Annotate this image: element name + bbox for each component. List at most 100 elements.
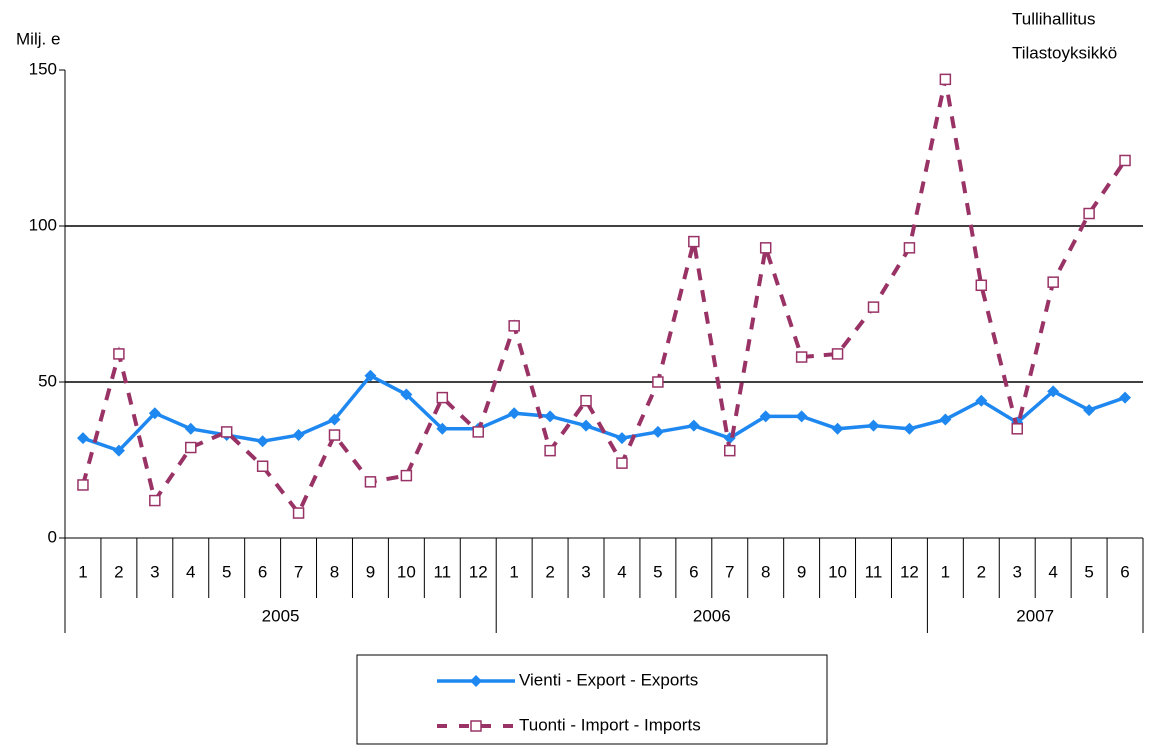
x-tick-label: 4 [617,562,626,581]
data-point [149,494,161,507]
x-tick-label: 3 [150,562,159,581]
data-point [400,469,413,482]
data-point [436,391,449,404]
group-label: 2005 [262,606,300,625]
y-tick-label: 100 [29,215,57,234]
x-tick-label: 8 [761,562,770,581]
data-point [939,413,952,426]
x-tick-label: 11 [865,562,883,581]
group-label: 2007 [1016,606,1054,625]
x-tick-label: 6 [1120,562,1129,581]
x-tick-label: 1 [78,562,87,581]
data-point [615,432,628,445]
source-line: Tullihallitus [1012,9,1095,28]
x-tick-label: 6 [689,562,698,581]
y-axis-label: Milj. e [16,29,60,48]
data-point [867,419,880,432]
data-point [328,429,341,441]
legend-label: Vienti - Export - Exports [519,670,698,689]
x-tick-label: 5 [1084,562,1093,581]
data-point [652,376,664,388]
data-point [184,422,197,435]
x-tick-label: 2 [114,562,123,581]
data-point [113,348,125,360]
data-point [903,422,916,435]
x-tick-label: 11 [433,562,451,581]
x-tick-label: 5 [222,562,231,581]
data-point [1083,404,1096,417]
data-point [1119,154,1131,167]
data-point [1047,276,1059,288]
source-line: Tilastoyksikkö [1012,43,1117,62]
x-tick-label: 12 [469,562,488,581]
data-point [903,242,916,254]
data-point [724,444,736,457]
data-point [328,413,341,426]
data-point [939,73,952,86]
legend-label: Tuonti - Import - Imports [519,715,701,734]
data-point [759,242,772,254]
data-point [544,444,556,457]
data-point [256,460,269,472]
data-point [544,410,557,423]
y-tick-label: 50 [38,371,57,390]
series-line [82,373,1126,453]
data-point [77,479,89,491]
x-tick-label: 3 [581,562,590,581]
x-tick-label: 4 [186,562,195,581]
x-tick-label: 10 [828,562,847,581]
x-tick-label: 6 [258,562,267,581]
x-tick-label: 7 [294,562,303,581]
data-point [508,407,521,420]
data-point [256,435,269,448]
x-tick-label: 10 [397,562,416,581]
x-tick-label: 1 [941,562,950,581]
data-point [185,441,197,454]
group-label: 2006 [693,606,731,625]
data-point [580,394,592,407]
data-point [220,426,233,438]
y-tick-label: 0 [48,527,57,546]
x-tick-label: 2 [545,562,554,581]
x-tick-label: 9 [797,562,806,581]
x-tick-label: 8 [330,562,339,581]
data-point [580,419,593,432]
data-point [831,348,844,360]
data-point [472,426,484,438]
x-tick-label: 2 [977,562,986,581]
data-point [975,279,988,292]
data-point [508,320,520,332]
legend-box [356,654,828,745]
data-point [975,394,988,407]
x-tick-label: 9 [366,562,375,581]
legend-marker [470,720,482,732]
data-point [292,429,305,442]
x-tick-label: 4 [1048,562,1057,581]
data-point [759,410,772,423]
data-point [364,369,377,382]
x-tick-label: 12 [900,562,919,581]
x-tick-label: 3 [1012,562,1021,581]
data-point [831,422,844,435]
data-point [1083,207,1095,220]
data-point [112,444,125,457]
data-point [148,407,161,420]
data-point [1119,391,1132,404]
x-tick-label: 7 [725,562,734,581]
data-point [364,476,377,488]
data-point [651,425,664,438]
data-point [688,235,700,248]
data-point [292,507,305,519]
data-point [795,351,808,363]
data-point [795,410,808,423]
data-point [687,419,700,432]
data-point [76,432,89,445]
data-point [436,422,449,435]
x-tick-label: 5 [653,562,662,581]
data-point [1011,423,1023,435]
x-tick-label: 1 [509,562,518,581]
series-line [81,78,1127,517]
data-point [1047,385,1060,398]
y-tick-label: 150 [29,59,57,78]
